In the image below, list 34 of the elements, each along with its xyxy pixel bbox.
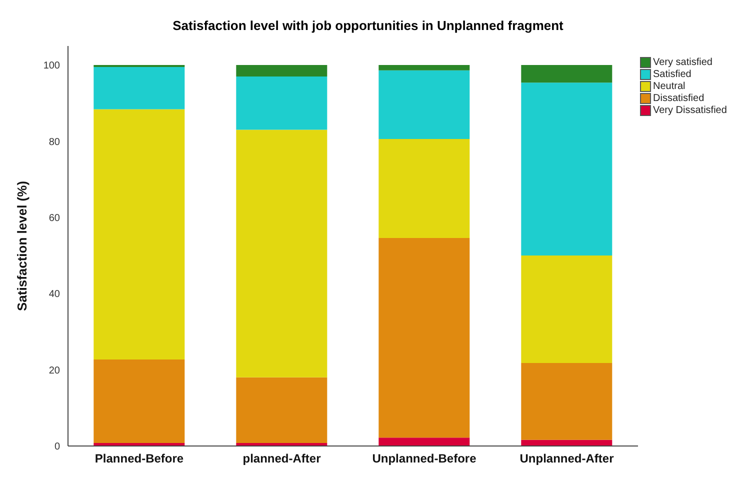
bar (378, 238, 470, 438)
y-axis-title: Satisfaction level (%) (14, 180, 30, 312)
bar (236, 130, 328, 378)
legend-label: Neutral (653, 80, 686, 92)
y-tick-label: 20 (48, 365, 60, 376)
bar (521, 256, 612, 363)
x-tick-label: Unplanned-After (520, 452, 614, 466)
bar (236, 76, 328, 130)
bar (378, 438, 470, 446)
legend-label: Dissatisfied (653, 92, 704, 104)
x-tick-label: Planned-Before (94, 452, 184, 466)
y-tick-label: 60 (48, 212, 60, 224)
legend-label: Very Dissatisfied (653, 104, 727, 116)
chart-title: Satisfaction level with job opportunities in Unplanned fragment (172, 18, 564, 33)
bar (521, 82, 612, 256)
bar (378, 138, 470, 238)
x-tick-label: planned-After (242, 452, 322, 466)
bar (521, 440, 612, 446)
bar (94, 66, 185, 110)
bar (378, 65, 470, 70)
x-tick-label: Unplanned-Before (372, 452, 477, 466)
y-tick-label: 40 (48, 289, 60, 300)
bar (94, 109, 185, 360)
y-tick-label: 0 (54, 442, 60, 453)
bar (378, 70, 470, 139)
bar (521, 65, 612, 83)
legend-label: Satisfied (653, 68, 692, 80)
y-tick-label: 80 (48, 136, 60, 148)
legend-label: Very satisfied (653, 56, 712, 68)
bar (236, 377, 328, 443)
bar (521, 362, 612, 440)
bar (94, 360, 185, 443)
bar (236, 65, 328, 76)
y-tick-label: 100 (43, 60, 60, 72)
